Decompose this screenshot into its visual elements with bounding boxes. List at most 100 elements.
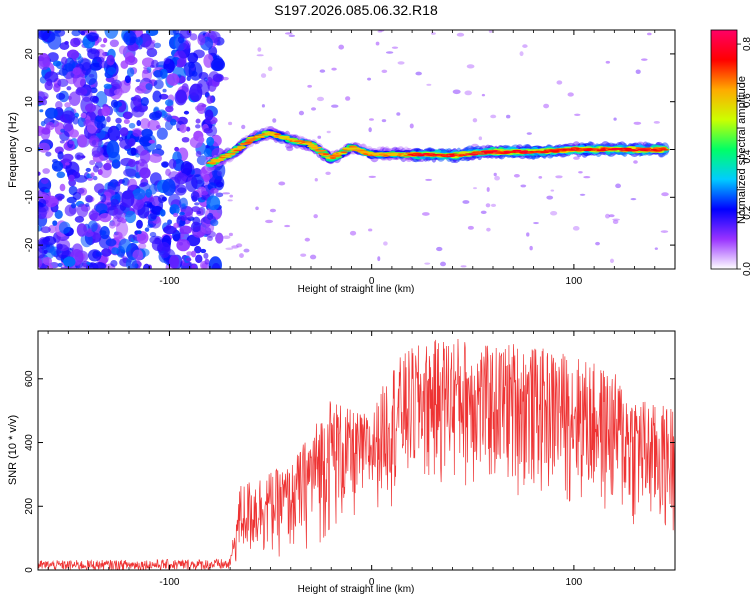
ridge-blob: [231, 151, 238, 153]
speckle: [533, 221, 539, 225]
noise-blob: [123, 168, 137, 177]
noise-blob: [92, 175, 98, 181]
colorbar-tick-label: 0.0: [742, 262, 750, 276]
speckle: [316, 96, 325, 102]
speckle: [490, 114, 497, 119]
noise-blob: [112, 208, 122, 220]
y-tick-label: 600: [24, 370, 35, 387]
noise-blob: [136, 219, 143, 229]
noise-blob: [206, 95, 214, 104]
noise-blob: [93, 183, 105, 194]
snr-x-axis: -100 0 100: [47, 331, 676, 588]
noise-blob: [55, 101, 63, 110]
speckle: [397, 61, 405, 65]
speckle: [478, 136, 483, 141]
noise-blob: [87, 48, 100, 60]
x-tick-label: 0: [369, 276, 375, 287]
noise-blob: [161, 161, 170, 168]
colorbar-tick-label: 0.8: [742, 37, 750, 51]
noise-blob: [212, 73, 224, 83]
ridge-blob: [354, 147, 361, 150]
speckle: [231, 245, 239, 249]
speckle: [647, 32, 652, 36]
noise-blob: [144, 227, 150, 232]
speckle: [409, 123, 414, 129]
speckle: [641, 58, 648, 61]
ridge-blob: [237, 145, 244, 148]
noise-blob: [132, 129, 142, 137]
speckle: [314, 178, 318, 182]
noise-blob: [132, 188, 146, 200]
speckle: [396, 112, 401, 116]
ridge-blob: [322, 153, 330, 156]
noise-blob: [172, 212, 179, 218]
speckle: [543, 103, 550, 109]
ridge-blob: [294, 140, 306, 142]
noise-blob: [40, 226, 51, 234]
ridge-blob: [249, 138, 259, 140]
speckle: [633, 160, 638, 164]
ridge-blob: [660, 147, 667, 149]
speckle: [228, 232, 233, 237]
noise-blob: [38, 198, 47, 208]
noise-blob: [80, 112, 87, 119]
noise-blob: [158, 241, 171, 259]
noise-blob: [138, 243, 147, 249]
snr-x-label: Height of straight line (km): [298, 584, 415, 595]
noise-blob: [59, 183, 66, 192]
ridge-blob: [278, 137, 291, 139]
noise-blob: [69, 114, 74, 118]
noise-blob: [135, 36, 143, 46]
speckle: [367, 77, 372, 81]
speckle: [630, 198, 637, 201]
noise-blob: [162, 88, 167, 93]
colorbar-gradient: [710, 29, 738, 270]
noise-blob: [88, 135, 100, 147]
noise-blob: [64, 162, 70, 166]
ridge-blob: [349, 146, 358, 148]
snr-y-axis: 0 200 400 600: [24, 370, 675, 573]
noise-blob: [44, 195, 59, 208]
speckle: [660, 230, 669, 233]
x-tick-label: 100: [566, 577, 583, 588]
noise-blob: [89, 95, 98, 103]
noise-blob: [56, 171, 66, 179]
noise-blob: [124, 55, 138, 66]
noise-blob: [61, 56, 68, 65]
noise-blob: [103, 189, 116, 197]
speckle: [421, 212, 430, 216]
noise-blob: [116, 246, 126, 258]
noise-blob: [45, 107, 58, 119]
speckle: [506, 114, 511, 119]
noise-blob: [58, 221, 71, 234]
noise-blob: [195, 124, 201, 129]
noise-blob: [123, 30, 137, 46]
speckle: [595, 241, 600, 246]
speckle: [375, 41, 380, 46]
noise-blob: [59, 140, 65, 144]
speckle: [286, 146, 294, 152]
x-tick-label: 100: [566, 276, 583, 287]
noise-blob: [85, 202, 90, 207]
x-tick-label: -100: [159, 276, 179, 287]
noise-blob: [204, 109, 214, 121]
speckle: [578, 171, 583, 174]
noise-blob: [167, 219, 172, 225]
noise-blob: [86, 121, 98, 134]
noise-blob: [194, 245, 202, 254]
speckle: [307, 84, 312, 88]
noise-blob: [101, 106, 111, 117]
noise-blob: [157, 194, 166, 204]
noise-blob: [64, 41, 69, 45]
ridge-blob: [228, 152, 236, 155]
spectrogram-speckle: [222, 30, 669, 268]
noise-blob: [162, 178, 176, 196]
x-tick-label: -100: [159, 577, 179, 588]
noise-blob: [135, 153, 140, 158]
noise-blob: [75, 87, 88, 96]
noise-blob: [194, 202, 200, 206]
speckle: [567, 92, 574, 97]
noise-blob: [74, 216, 85, 223]
y-tick-label: -10: [24, 190, 35, 205]
noise-blob: [88, 210, 98, 221]
